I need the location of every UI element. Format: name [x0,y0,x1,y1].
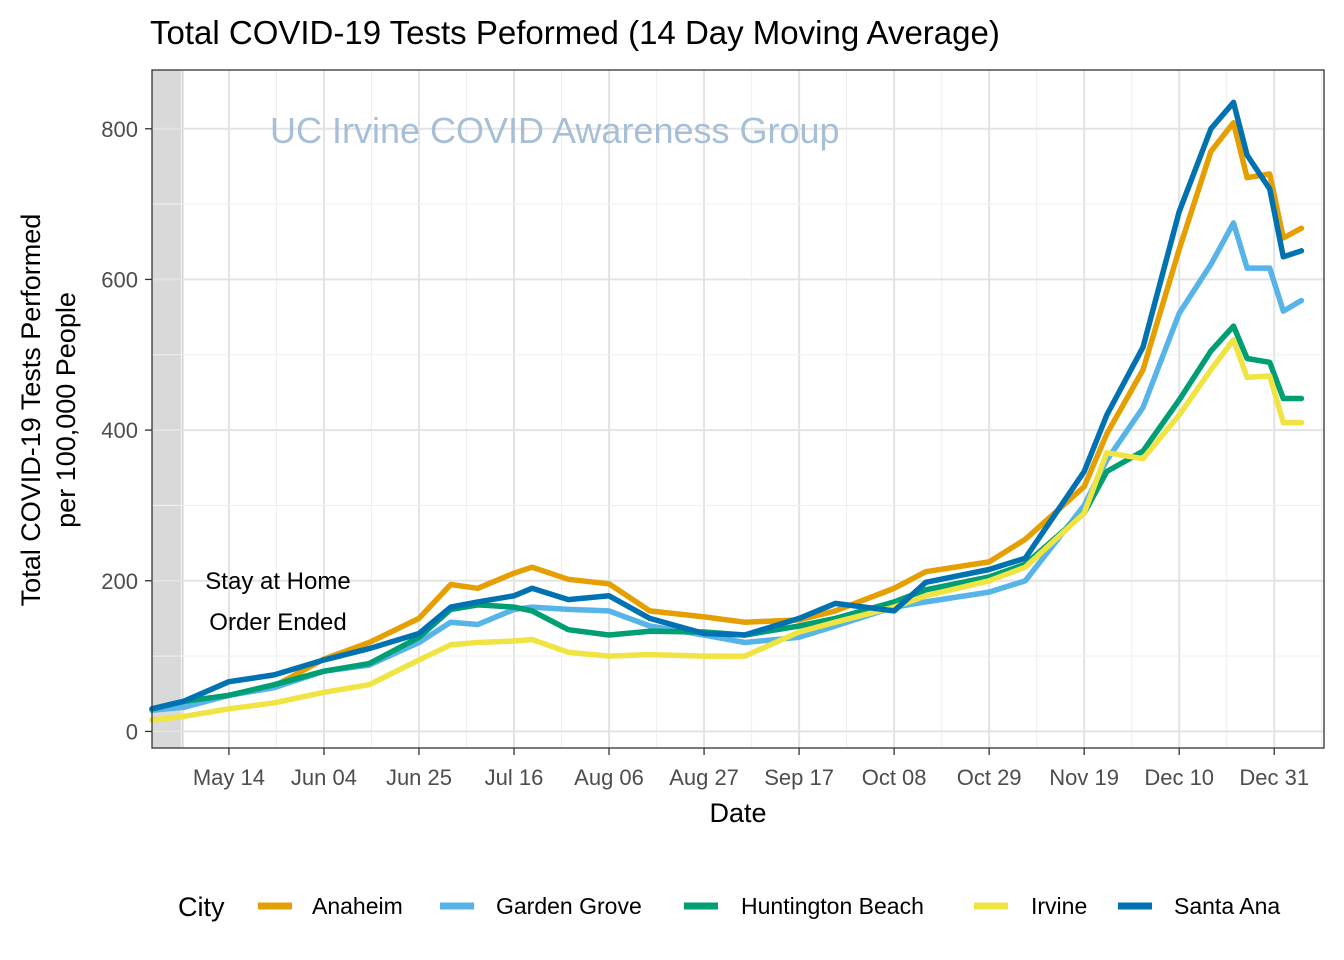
y-axis-title-line-1: Total COVID-19 Tests Performed [16,214,46,607]
y-tick-label: 400 [101,418,138,443]
x-tick-label: Nov 19 [1049,765,1119,790]
series-line-irvine [149,336,1305,723]
stay-at-home-shaded-region [152,70,184,748]
legend-label-anaheim: Anaheim [312,893,403,919]
x-tick-label: Sep 17 [764,765,834,790]
legend-item-santa-ana: Santa Ana [1118,893,1280,919]
y-tick-label: 800 [101,117,138,142]
x-tick-label: Jun 04 [291,765,357,790]
x-tick-label: Aug 06 [574,765,644,790]
legend-item-anaheim: Anaheim [258,893,403,919]
panel-background [152,70,1324,748]
series-line-santa-ana [149,99,1305,712]
series-line-anaheim [149,119,1305,714]
y-axis-title-line-2: per 100,000 People [51,292,81,528]
y-tick-label: 0 [126,719,138,744]
chart-title: Total COVID-19 Tests Peformed (14 Day Mo… [150,14,1000,51]
legend-title: City [178,892,225,922]
x-tick-label: Oct 08 [862,765,927,790]
legend-label-irvine: Irvine [1031,893,1087,919]
x-axis-ticks: May 14 Jun 04 Jun 25 Jul 16 Aug 06 Aug 27 Sep … [193,748,1309,790]
legend: City Anaheim Garden Grove Huntington Bea… [178,892,1280,922]
legend-label-garden-grove: Garden Grove [496,893,642,919]
x-tick-label: Jun 25 [386,765,452,790]
series-layer [149,99,1305,723]
annotation-line-1: Stay at Home [205,568,350,595]
legend-item-huntington-beach: Huntington Beach [684,893,924,919]
legend-item-irvine: Irvine [974,893,1087,919]
annotation-stay-at-home: Stay at Home Order Ended [205,568,350,636]
legend-label-huntington-beach: Huntington Beach [741,893,924,919]
y-axis-ticks: 0 200 400 600 800 [101,117,152,744]
series-line-huntington-beach [149,323,1305,712]
shaded-region-layer [152,70,184,748]
x-tick-label: May 14 [193,765,265,790]
x-tick-label: Dec 10 [1144,765,1214,790]
watermark: UC Irvine COVID Awareness Group [270,110,840,151]
x-tick-label: Aug 27 [669,765,739,790]
x-axis-title: Date [709,798,766,828]
x-tick-label: Oct 29 [957,765,1022,790]
annotation-line-2: Order Ended [209,609,346,636]
x-tick-label: Jul 16 [485,765,544,790]
legend-label-santa-ana: Santa Ana [1174,893,1280,919]
plot-panel: UC Irvine COVID Awareness Group Stay at … [149,69,1325,749]
panel-border [151,69,1325,749]
y-tick-label: 200 [101,569,138,594]
x-tick-label: Dec 31 [1239,765,1309,790]
legend-item-garden-grove: Garden Grove [440,893,642,919]
y-tick-label: 600 [101,267,138,292]
